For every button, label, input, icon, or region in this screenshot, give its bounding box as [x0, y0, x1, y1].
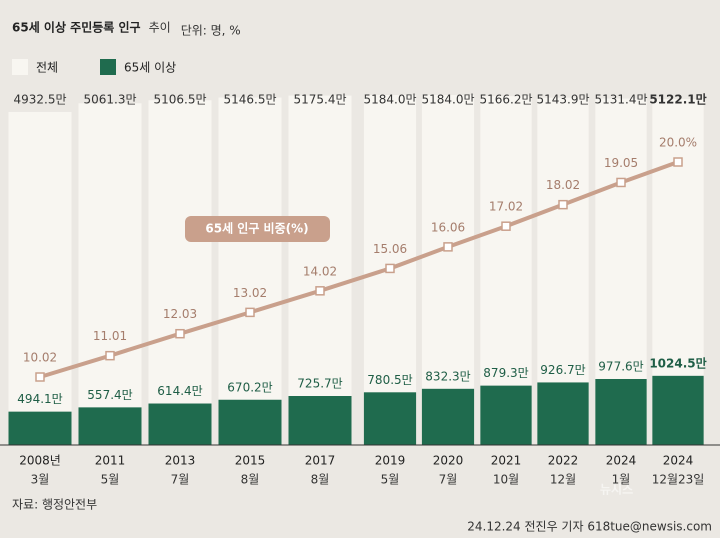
total-value-label: 5166.2만: [479, 93, 532, 107]
x-tick-sublabel: 8월: [311, 473, 330, 487]
senior-bar: [288, 396, 352, 445]
x-tick-label: 2022: [548, 454, 579, 468]
share-value-label: 14.02: [303, 264, 337, 278]
total-bar: [8, 111, 72, 445]
annotation-box: [185, 216, 330, 242]
share-value-label: 17.02: [489, 200, 523, 214]
share-point: [245, 307, 255, 318]
senior-value-label: 780.5만: [367, 373, 412, 387]
x-tick-sublabel: 8월: [241, 473, 260, 487]
annotation-label: 65세 인구 비중(%): [205, 221, 308, 236]
senior-bar: [421, 388, 475, 445]
senior-bar: [78, 407, 142, 445]
legend-swatch: [12, 59, 28, 75]
senior-value-label: 557.4만: [87, 388, 132, 402]
share-value-label: 18.02: [546, 178, 580, 192]
x-tick-sublabel: 7월: [171, 473, 190, 487]
credit: 24.12.24 전진우 기자 618tue@newsis.com: [467, 520, 712, 534]
share-point: [315, 286, 325, 296]
x-tick-label: 2013: [165, 454, 196, 468]
total-bar: [148, 100, 212, 445]
total-value-label: 4932.5만: [13, 93, 66, 107]
senior-bar: [148, 403, 212, 445]
share-point: [673, 157, 683, 167]
share-value-label: 15.06: [373, 242, 407, 256]
chart-title-suffix: 추이: [149, 21, 171, 35]
x-tick-label: 2008년: [19, 454, 61, 468]
total-value-label: 5122.1만: [649, 92, 706, 107]
share-value-label: 13.02: [233, 286, 267, 300]
senior-value-label: 1024.5만: [649, 355, 706, 370]
x-tick-sublabel: 5월: [381, 473, 400, 487]
share-point: [501, 221, 511, 231]
total-value-label: 5131.4만: [594, 93, 647, 107]
share-value-label: 16.06: [431, 220, 465, 234]
senior-bar: [363, 392, 417, 445]
senior-value-label: 977.6만: [598, 359, 643, 373]
senior-bar: [595, 378, 647, 445]
watermark: 뉴시스: [600, 483, 633, 497]
share-point: [175, 328, 185, 339]
share-point: [385, 263, 395, 274]
share-point: [616, 177, 626, 188]
total-bar: [421, 95, 475, 445]
senior-value-label: 832.3만: [425, 369, 470, 383]
share-value-label: 20.0%: [659, 136, 697, 150]
x-tick-label: 2015: [235, 454, 266, 468]
x-tick-label: 2017: [305, 454, 336, 468]
unit-label: 단위: 명, %: [181, 24, 241, 38]
x-tick-label: 2024: [663, 454, 694, 468]
senior-value-label: 614.4만: [157, 384, 202, 398]
legend-swatch: [100, 59, 116, 75]
share-point: [35, 372, 45, 382]
x-tick-sublabel: 7월: [439, 473, 458, 487]
senior-value-label: 494.1만: [17, 392, 62, 406]
legend-label: 65세 이상: [124, 61, 176, 75]
x-tick-sublabel: 10월: [493, 473, 519, 487]
x-tick-label: 2024: [606, 454, 637, 468]
share-point: [558, 199, 568, 210]
x-tick-sublabel: 5월: [101, 473, 120, 487]
total-value-label: 5184.0만: [363, 93, 416, 107]
total-value-label: 5106.5만: [153, 93, 206, 107]
total-value-label: 5184.0만: [421, 93, 474, 107]
senior-value-label: 670.2만: [227, 380, 272, 394]
senior-value-label: 725.7만: [297, 377, 342, 391]
total-value-label: 5061.3만: [83, 93, 136, 107]
x-tick-sublabel: 12월: [550, 473, 576, 487]
senior-value-label: 926.7만: [540, 363, 585, 377]
x-tick-sublabel: 3월: [31, 473, 50, 487]
total-value-label: 5175.4만: [293, 93, 346, 107]
total-value-label: 5146.5만: [223, 93, 276, 107]
senior-bar: [480, 385, 532, 445]
x-tick-sublabel: 1월: [612, 473, 631, 487]
senior-bar: [218, 399, 282, 445]
senior-bar: [652, 375, 704, 445]
chart-title: 65세 이상 주민등록 인구: [12, 20, 141, 35]
x-tick-label: 2019: [375, 454, 406, 468]
source: 자료: 행정안전부: [12, 497, 97, 512]
total-bar: [78, 103, 142, 445]
senior-value-label: 879.3만: [483, 366, 528, 380]
share-value-label: 11.01: [93, 329, 127, 343]
x-tick-sublabel: 12월23일: [652, 473, 705, 487]
x-tick-label: 2020: [433, 454, 464, 468]
x-tick-label: 2021: [491, 454, 522, 468]
total-bar: [288, 95, 352, 446]
senior-bar: [8, 411, 72, 445]
x-tick-label: 2011: [95, 454, 126, 468]
total-bar: [218, 97, 282, 445]
share-value-label: 12.03: [163, 307, 197, 321]
share-point: [105, 350, 115, 361]
share-value-label: 10.02: [23, 351, 57, 365]
share-value-label: 19.05: [604, 156, 638, 170]
senior-bar: [537, 382, 589, 445]
legend-label: 전체: [36, 61, 58, 75]
share-point: [443, 242, 453, 252]
total-value-label: 5143.9만: [536, 93, 589, 107]
